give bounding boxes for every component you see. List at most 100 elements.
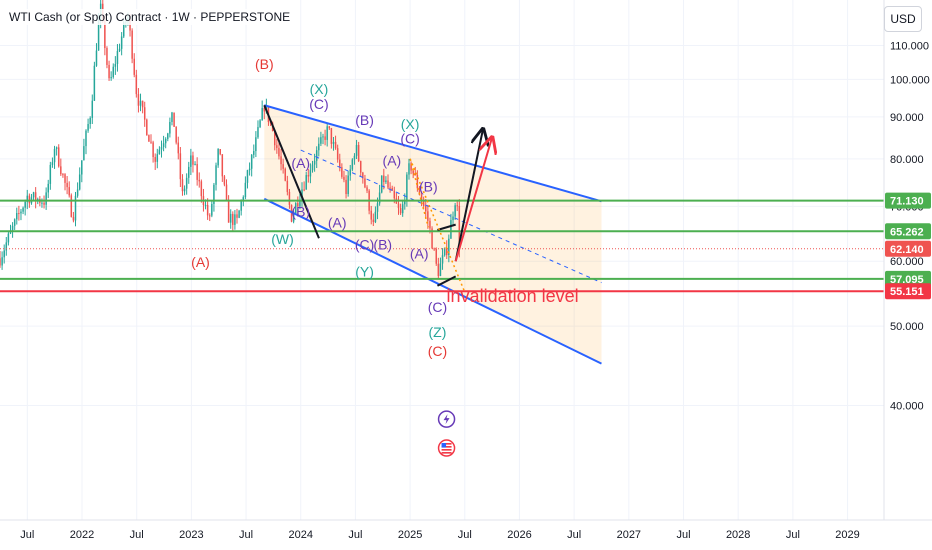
price-level-tag	[885, 223, 931, 240]
candle-body	[378, 192, 381, 204]
candle-body	[292, 213, 295, 222]
candle-body	[322, 136, 324, 138]
us-flag-icon-canton	[441, 443, 447, 448]
candle-body	[427, 211, 429, 221]
candle-body	[280, 156, 282, 165]
candle-body	[76, 189, 79, 196]
candle-body	[192, 155, 194, 165]
candle-body	[458, 206, 461, 249]
candle-body	[104, 19, 106, 49]
candle-body	[278, 147, 280, 157]
candle-body	[282, 164, 284, 169]
candle-body	[152, 142, 154, 158]
candle-body	[399, 208, 402, 214]
candle-body	[1, 257, 3, 266]
candle-body	[456, 205, 458, 207]
candle-body	[362, 172, 364, 179]
candle-body	[87, 124, 89, 131]
candle-body	[238, 210, 240, 218]
candle-body	[248, 168, 251, 171]
candle-body	[143, 107, 146, 120]
lightning-icon-bolt	[443, 414, 450, 425]
time-tick-label: 2025	[398, 529, 422, 541]
candle-body	[219, 149, 221, 155]
wave-label: (A)	[328, 214, 347, 230]
candle-body	[208, 215, 211, 217]
candle-body	[95, 50, 98, 66]
price-tick-label: 60.000	[890, 256, 924, 268]
price-level-tag-label: 71.130	[890, 196, 924, 208]
candle-body	[13, 219, 16, 226]
candle-body	[357, 144, 360, 162]
candle-body	[387, 180, 389, 188]
wave-label: (C)	[355, 237, 374, 253]
candle-body	[307, 175, 310, 177]
candle-body	[110, 77, 112, 79]
time-tick-label: Jul	[348, 529, 362, 541]
candle-body	[227, 199, 230, 223]
candle-body	[83, 146, 85, 161]
time-tick-label: Jul	[567, 529, 581, 541]
time-tick-label: Jul	[458, 529, 472, 541]
candle-body	[420, 194, 423, 201]
symbol-title[interactable]: WTI Cash (or Spot) Contract · 1W · PEPPE…	[6, 9, 294, 25]
wave-label: (X)	[401, 116, 420, 132]
price-level-tag-label: 57.095	[890, 274, 924, 286]
candle-body	[175, 126, 177, 143]
candle-body	[276, 145, 278, 148]
candle-body	[91, 100, 94, 118]
candle-body	[158, 149, 161, 155]
price-level-tag-label: 65.262	[890, 226, 924, 238]
candle-body	[380, 175, 383, 193]
candle-body	[150, 141, 152, 143]
wave-label: (A)	[410, 245, 429, 261]
candle-body	[169, 122, 171, 134]
candle-body	[167, 133, 169, 139]
price-tick-label: 110.000	[890, 40, 929, 52]
candle-body	[435, 249, 437, 264]
candle-body	[32, 192, 35, 198]
candle-body	[422, 200, 425, 206]
candle-body	[374, 211, 377, 223]
candle-body	[253, 151, 255, 155]
candle-body	[359, 161, 362, 173]
candle-body	[162, 143, 165, 148]
candle-body	[347, 175, 349, 195]
drawing-fib-dotted	[409, 158, 466, 293]
candle-body	[305, 175, 307, 190]
candle-body	[336, 148, 339, 160]
price-level-tag	[885, 283, 931, 300]
candle-body	[62, 174, 64, 176]
candle-body	[448, 238, 450, 256]
candle-body	[364, 178, 366, 188]
price-tick-label: 100.000	[890, 74, 930, 86]
candle-body	[24, 201, 26, 208]
candle-body	[57, 147, 60, 167]
candle-body	[41, 202, 43, 204]
us-flag-icon-stripe	[441, 449, 452, 451]
time-tick-label: 2026	[507, 529, 531, 541]
wave-label: (Y)	[355, 263, 374, 279]
candle-body	[223, 176, 226, 185]
wave-label: (W)	[271, 231, 294, 247]
candle-body	[441, 255, 444, 264]
candle-body	[250, 154, 253, 169]
candle-body	[454, 205, 456, 217]
candle-body	[146, 119, 148, 136]
candle-body	[141, 100, 144, 108]
candle-body	[393, 190, 396, 199]
candle-body	[22, 207, 24, 212]
candle-body	[188, 166, 190, 178]
candle-body	[341, 167, 343, 177]
drawing-black-line	[436, 275, 457, 287]
time-tick-label: 2023	[179, 529, 203, 541]
candle-body	[318, 143, 320, 151]
time-tick-label: 2024	[289, 529, 313, 541]
candle-body	[401, 204, 404, 214]
currency-button[interactable]: USD	[884, 6, 922, 32]
channel-upper-line	[264, 104, 602, 203]
candle-body	[116, 50, 119, 64]
wave-label: (A)	[291, 155, 310, 171]
wave-label: (Z)	[428, 324, 446, 340]
